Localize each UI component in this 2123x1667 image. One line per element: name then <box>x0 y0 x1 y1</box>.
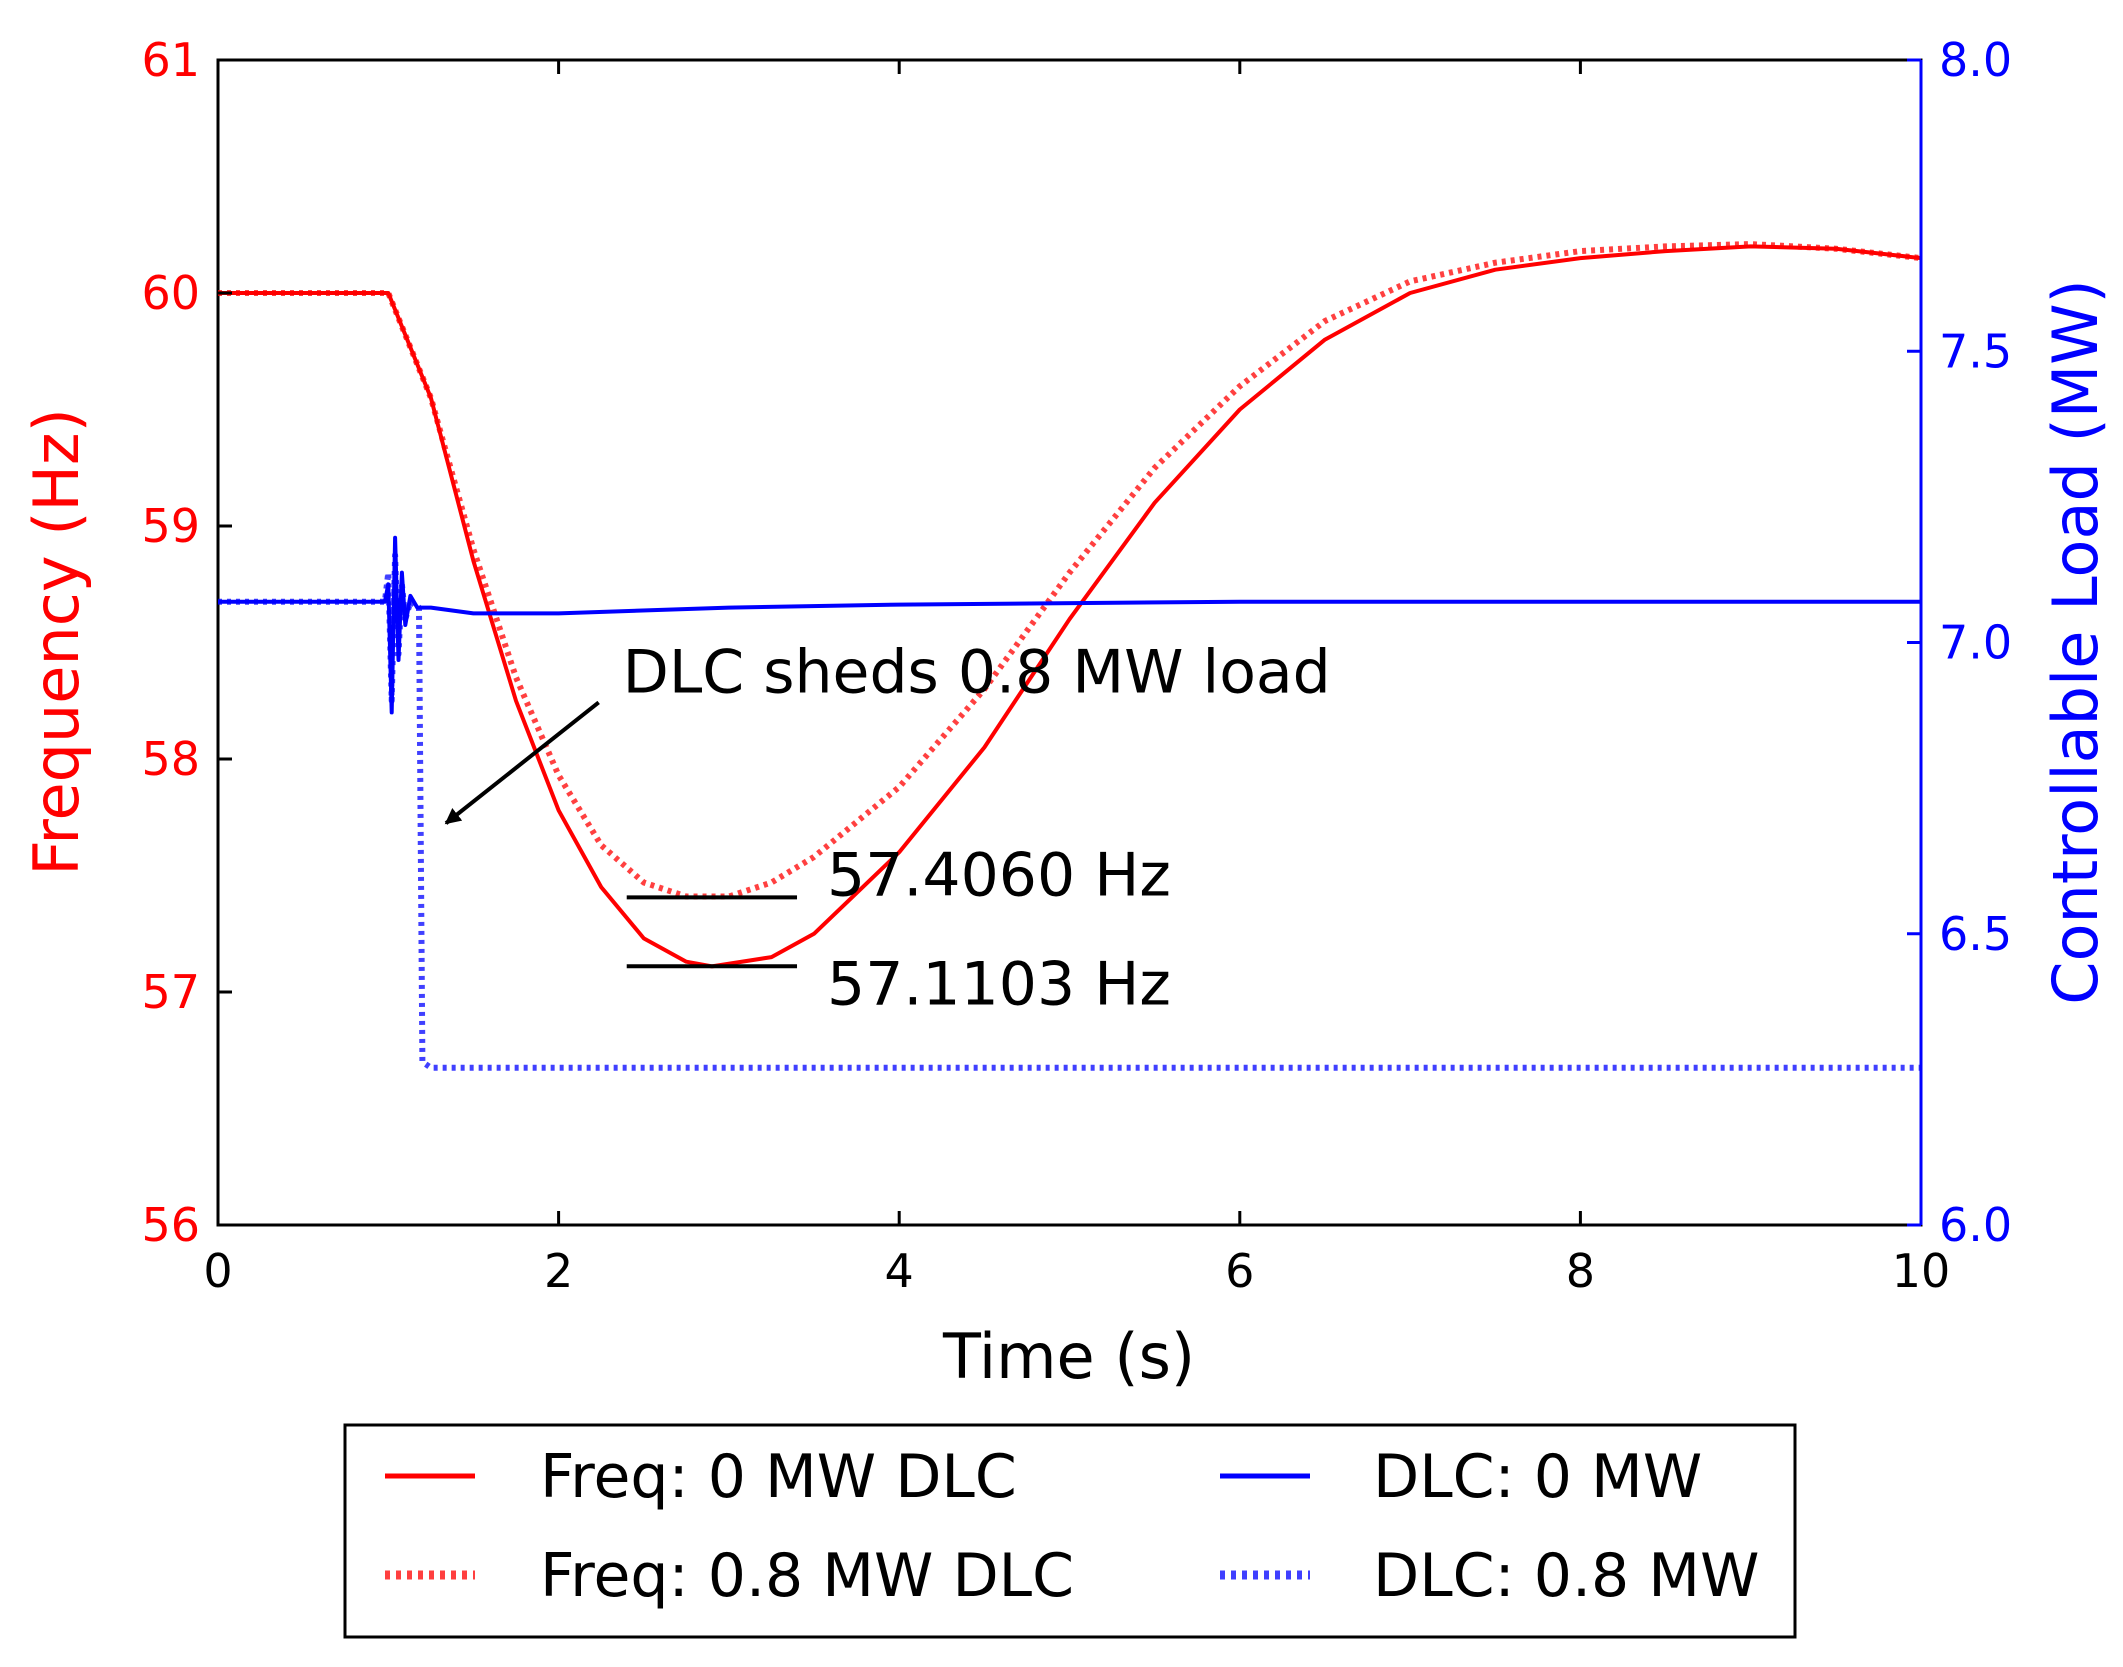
x-axis-label: Time (s) <box>942 1320 1195 1393</box>
series-line-2 <box>218 535 1921 715</box>
y-left-tick-label: 60 <box>141 266 200 320</box>
y-axis-right-label: Controllable Load (MW) <box>2039 279 2112 1004</box>
legend-label-dlc-08mw: DLC: 0.8 MW <box>1373 1541 1759 1611</box>
legend-box <box>343 1423 1797 1639</box>
legend-label-freq-0mw: Freq: 0 MW DLC <box>540 1442 1017 1512</box>
x-tick-label: 10 <box>1892 1244 1951 1298</box>
y-left-tick-label: 56 <box>141 1198 200 1252</box>
annotation-min-dlc: 57.4060 Hz <box>827 840 1171 910</box>
annotation-dlc-sheds: DLC sheds 0.8 MW load <box>623 637 1331 707</box>
x-tick-label: 6 <box>1225 1244 1254 1298</box>
y-left-tick-label: 59 <box>141 499 200 553</box>
y-axis-left-label: Frequency (Hz) <box>20 408 93 876</box>
y-right-tick-label: 8.0 <box>1939 33 2012 87</box>
y-left-tick-label: 57 <box>141 965 200 1019</box>
legend-label-freq-08mw: Freq: 0.8 MW DLC <box>540 1541 1074 1611</box>
annotation-layer: DLC sheds 0.8 MW load 57.4060 Hz 57.1103… <box>444 637 1331 1019</box>
x-tick-label: 4 <box>885 1244 914 1298</box>
annotation-min-no-dlc: 57.1103 Hz <box>827 949 1171 1019</box>
x-tick-label: 2 <box>544 1244 573 1298</box>
y-right-tick-label: 7.0 <box>1939 616 2012 670</box>
y-right-tick-label: 7.5 <box>1939 324 2012 378</box>
tick-layer: 0 2 4 6 8 10 56 57 58 59 60 61 6.0 6.5 7.0 7.5 8.0 <box>141 33 2012 1298</box>
legend: Freq: 0 MW DLC Freq: 0.8 MW DLC DLC: 0 M… <box>343 1423 1797 1639</box>
y-right-tick-label: 6.5 <box>1939 907 2012 961</box>
series-line-0 <box>218 244 1921 969</box>
series-layer <box>218 241 1921 1071</box>
y-left-tick-label: 58 <box>141 732 200 786</box>
annotation-arrow <box>444 700 600 825</box>
y-right-tick-label: 6.0 <box>1939 1198 2012 1252</box>
x-tick-label: 8 <box>1566 1244 1595 1298</box>
x-tick-label: 0 <box>203 1244 232 1298</box>
y-left-tick-label: 61 <box>141 33 200 87</box>
legend-label-dlc-0mw: DLC: 0 MW <box>1373 1442 1702 1512</box>
